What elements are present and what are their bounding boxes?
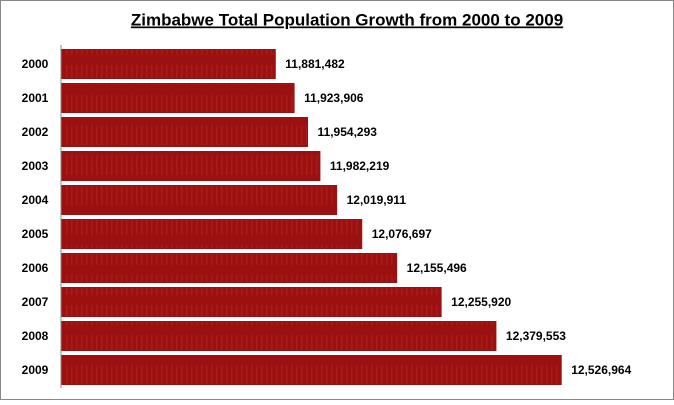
value-label: 12,019,911 [347,193,407,207]
bar [61,355,562,385]
bar [61,321,497,351]
bar [61,287,442,317]
chart-title: Zimbabwe Total Population Growth from 20… [131,10,563,29]
y-tick-label: 2008 [22,329,49,343]
y-tick-label: 2004 [22,193,49,207]
value-label: 12,155,496 [407,261,467,275]
bar [61,83,295,113]
y-tick-label: 2007 [22,295,49,309]
value-label: 12,379,553 [506,329,566,343]
value-label: 11,923,906 [304,91,364,105]
bar [61,117,309,147]
y-tick-label: 2005 [22,227,49,241]
value-label: 12,076,697 [372,227,432,241]
value-label: 12,526,964 [571,363,631,377]
bar [61,49,276,79]
y-tick-label: 2001 [22,91,49,105]
value-label: 11,881,482 [285,57,345,71]
bar [61,253,398,283]
bar [61,151,321,181]
y-tick-label: 2009 [22,363,49,377]
y-tick-label: 2006 [22,261,49,275]
value-label: 12,255,920 [451,295,511,309]
y-tick-label: 2003 [22,159,49,173]
bar [61,185,338,215]
bar [61,219,363,249]
y-tick-label: 2000 [22,57,49,71]
y-tick-label: 2002 [22,125,49,139]
value-label: 11,954,293 [318,125,378,139]
value-label: 11,982,219 [330,159,390,173]
